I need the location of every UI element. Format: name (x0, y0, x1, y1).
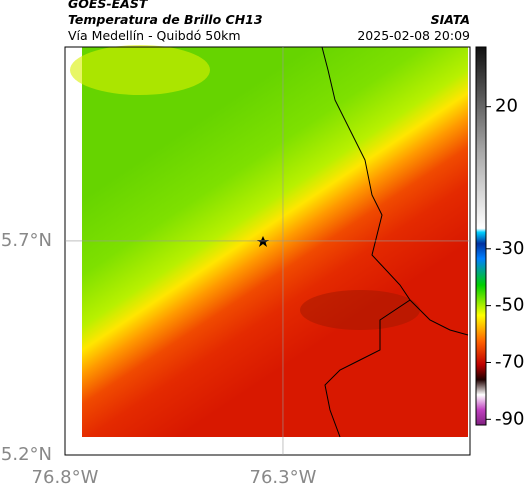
y-tick-label: 5.7°N (1, 230, 52, 251)
colorbar-tick-label: -50 (495, 295, 524, 316)
colorbar (475, 46, 487, 426)
colorbar-tick-label: 20 (495, 96, 518, 117)
border (409, 299, 469, 336)
source: SIATA (431, 12, 470, 27)
plot-frame (64, 46, 471, 456)
colorbar-tick-label: -30 (495, 238, 524, 259)
subtitle: Temperatura de Brillo CH13 (68, 12, 263, 27)
x-tick-label: 76.3°W (250, 467, 317, 488)
title: GOES-EAST (68, 0, 149, 11)
y-tick-label: 5.2°N (1, 444, 52, 465)
datetime: 2025-02-08 20:09 (357, 28, 470, 43)
warm-patch (70, 45, 210, 95)
x-tick-label: 76.8°W (32, 467, 99, 488)
brightness-field (82, 47, 468, 437)
colorbar-tick-label: -70 (495, 351, 524, 372)
colorbar-tick-label: -90 (495, 408, 524, 429)
region: Vía Medellín - Quibdó 50km (68, 28, 241, 43)
location-marker (257, 236, 269, 247)
cold-core (300, 290, 420, 330)
border (321, 46, 411, 438)
